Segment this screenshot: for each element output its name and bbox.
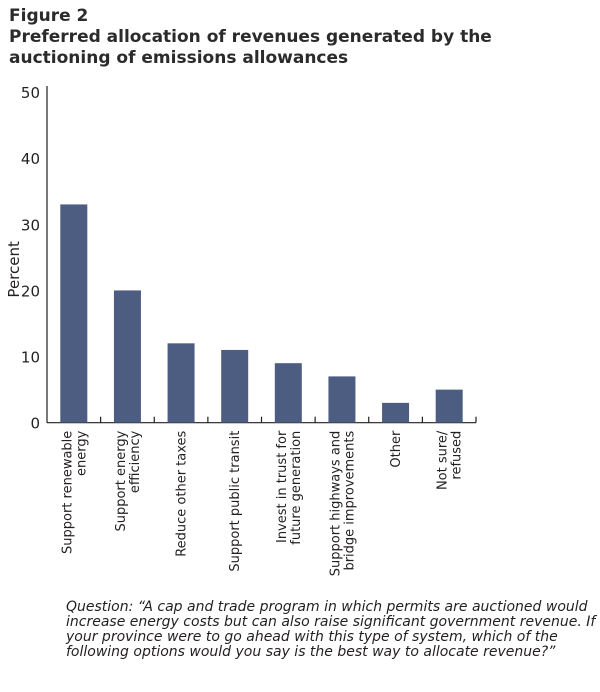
x-tick-label: Support renewableenergy	[60, 430, 89, 554]
x-tick-label-line: Invest in trust for	[275, 430, 290, 543]
x-tick-label: Support energyefficiency	[114, 430, 143, 531]
bar	[167, 343, 195, 423]
x-tick-label-line: Other	[389, 430, 404, 468]
bar	[113, 290, 141, 423]
y-tick-label: 10	[21, 349, 40, 367]
x-tick-label-line: Support highways and	[328, 431, 343, 577]
figure-title: Figure 2 Preferred allocation of revenue…	[9, 6, 599, 69]
x-tick-label-line: future generation	[289, 431, 304, 545]
x-tick-label-line: Not sure/	[436, 430, 451, 490]
bar	[60, 204, 88, 423]
x-tick-label-line: efficiency	[128, 430, 143, 493]
x-tick-label: Support highways andbridge improvements	[328, 430, 357, 576]
bar	[382, 402, 410, 423]
x-tick-label-line: bridge improvements	[342, 430, 357, 570]
x-tick-label: Other	[389, 430, 404, 468]
y-tick-label: 40	[21, 150, 40, 168]
x-tick-label: Support public transit	[228, 431, 243, 572]
x-tick-label-line: Support renewable	[60, 431, 75, 554]
bar	[328, 376, 356, 423]
figure-label: Figure 2	[9, 6, 89, 26]
y-axis-label: Percent	[5, 241, 23, 298]
y-tick-label: 30	[21, 216, 40, 234]
bar	[274, 363, 302, 423]
question-note: Question: “A cap and trade program in wh…	[66, 599, 596, 660]
y-tick-label: 20	[21, 282, 40, 300]
chart-title: Preferred allocation of revenues generat…	[9, 27, 492, 68]
x-tick-label-line: Support energy	[114, 430, 129, 531]
y-tick-label: 0	[30, 415, 40, 433]
bar	[221, 349, 249, 423]
x-tick-label: Reduce other taxes	[175, 430, 190, 556]
x-tick-label: Not sure/refused	[436, 430, 465, 490]
bar	[435, 389, 463, 423]
x-tick-label-line: Support public transit	[228, 431, 243, 572]
x-tick-label-line: energy	[74, 430, 89, 476]
x-tick-label: Invest in trust forfuture generation	[275, 430, 304, 545]
x-tick-label-line: Reduce other taxes	[175, 430, 190, 556]
x-tick-label-line: refused	[450, 431, 465, 480]
y-tick-label: 50	[21, 84, 40, 102]
